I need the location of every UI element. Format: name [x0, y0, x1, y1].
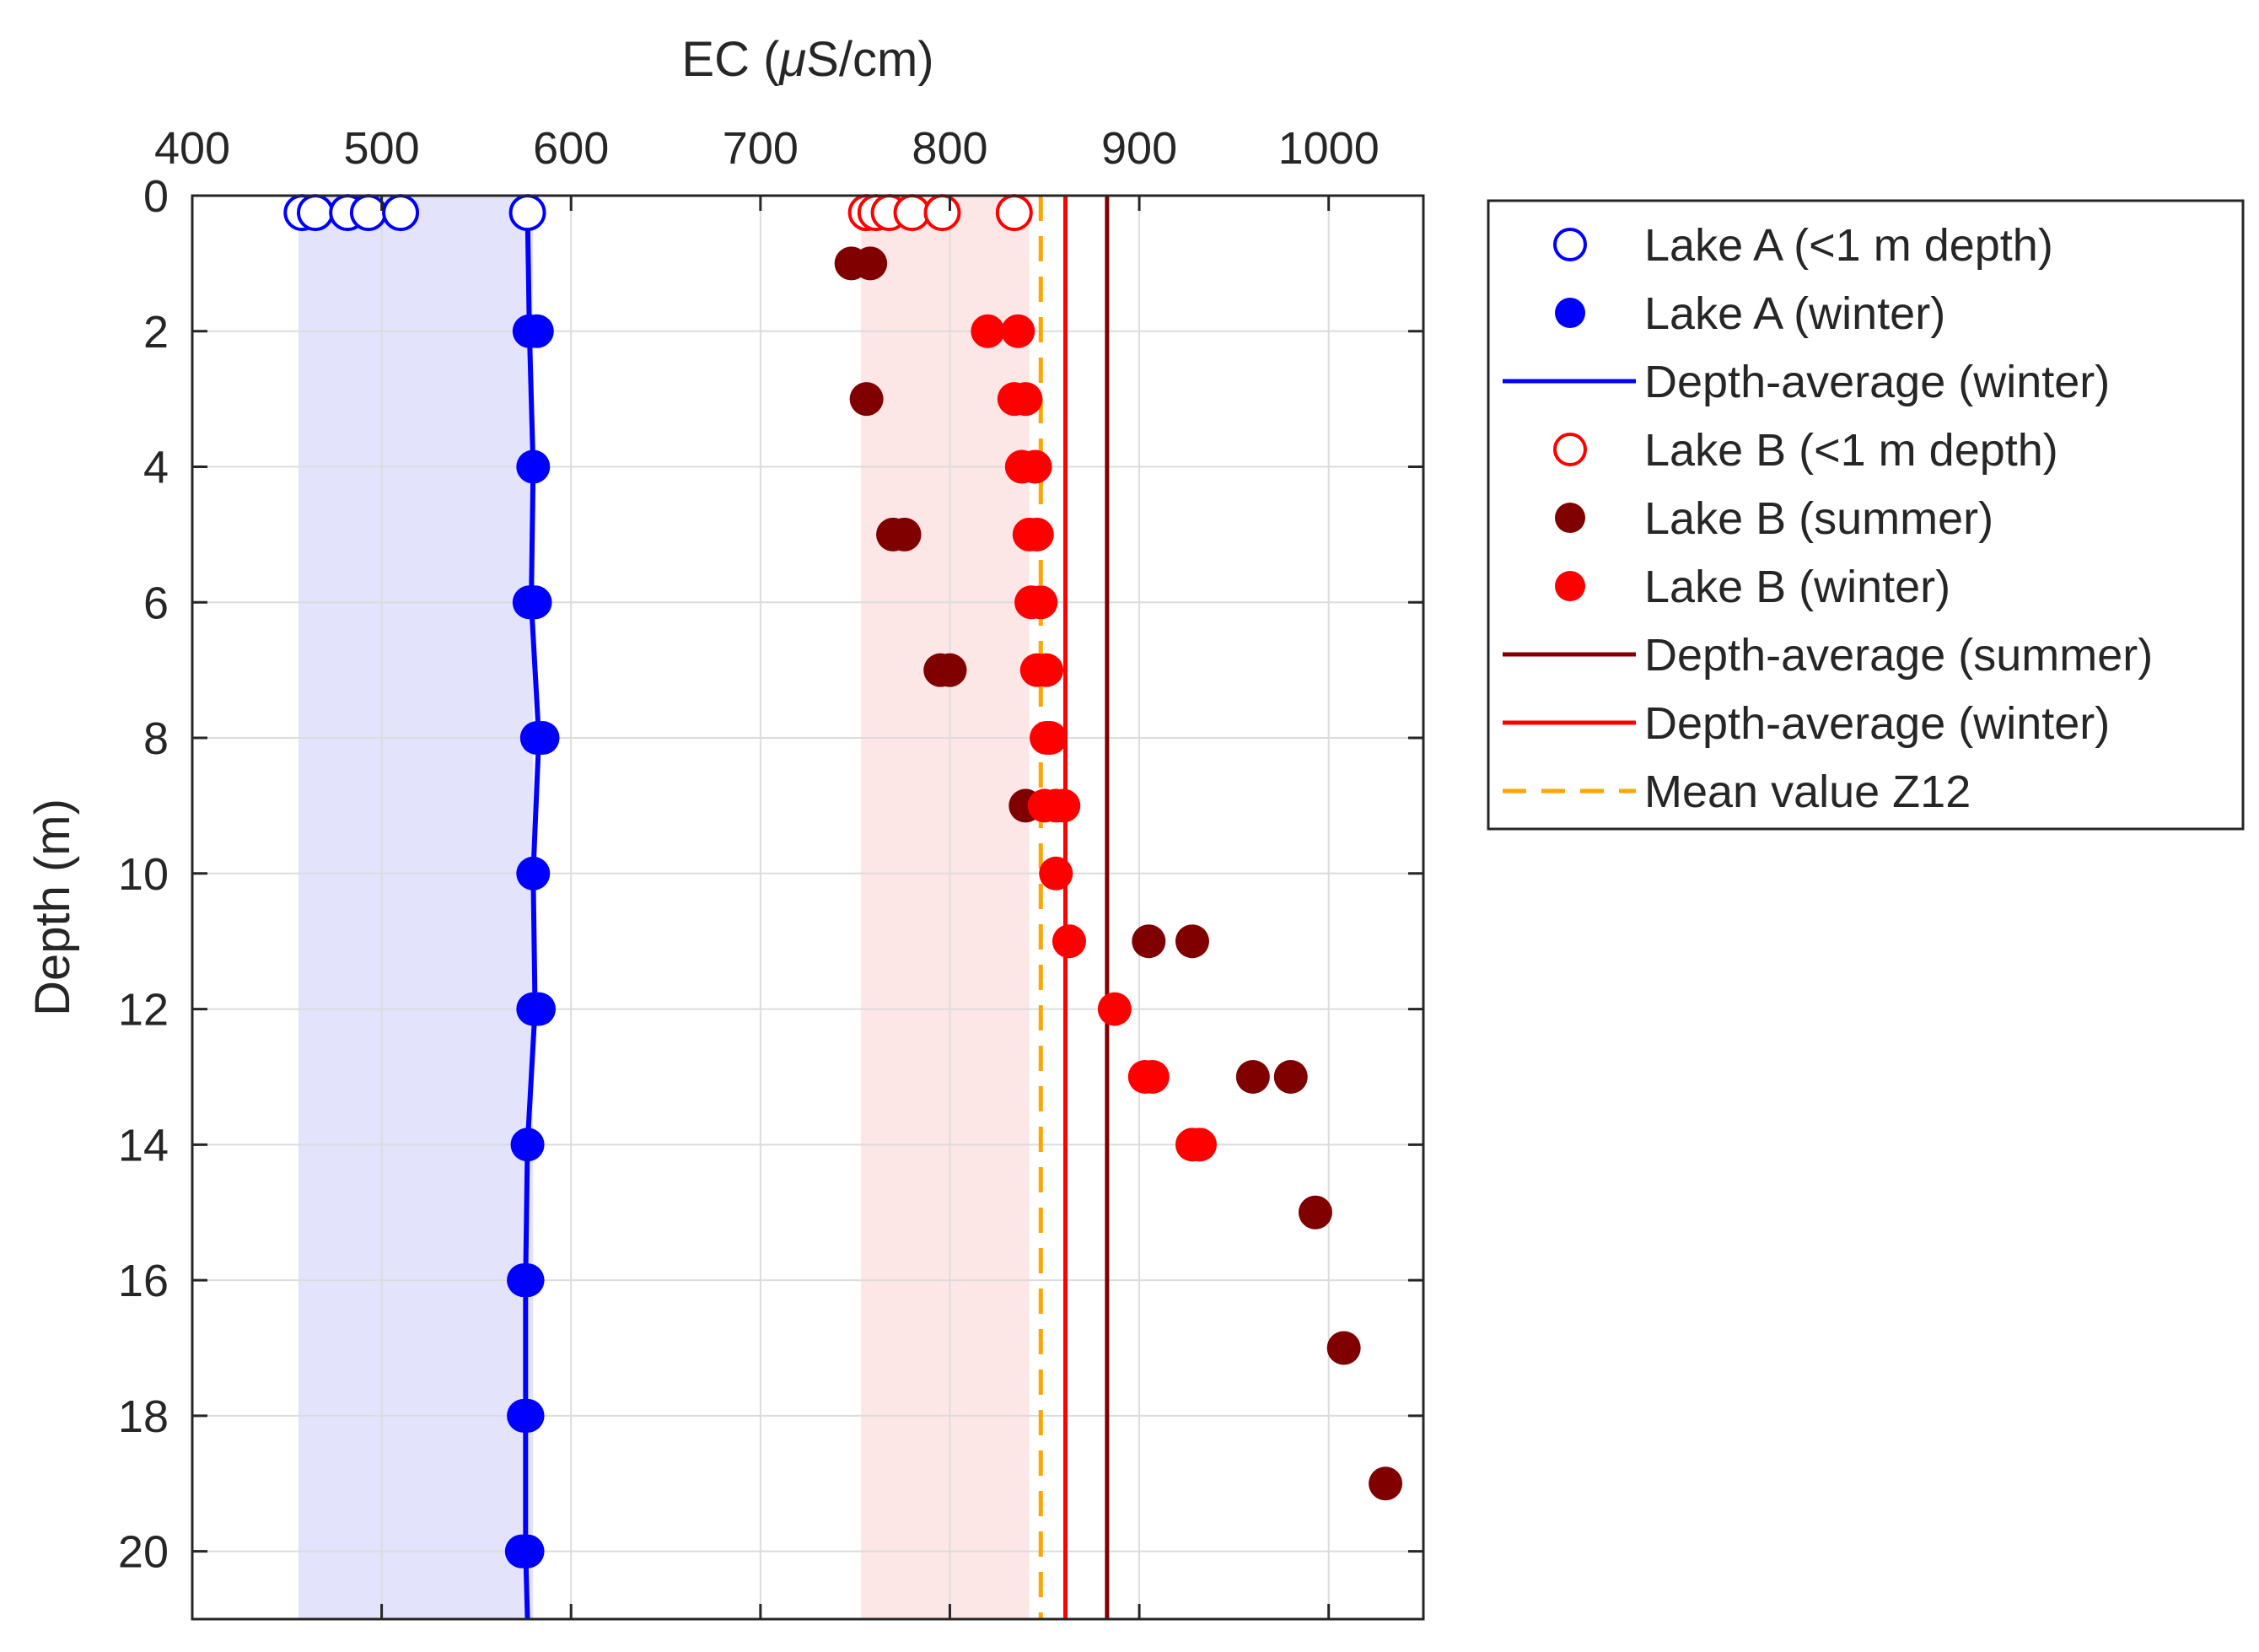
x-tick-label: 700 — [723, 123, 799, 174]
lake-b-summer-marker — [1132, 924, 1166, 959]
x-tick-label: 600 — [533, 123, 609, 174]
series-lines — [523, 196, 1110, 1620]
lake-b-1-m-depth-marker — [923, 194, 961, 232]
y-tick-label: 18 — [118, 1391, 169, 1442]
shaded-band-2 — [860, 196, 1030, 1619]
lake-a-winter-marker — [516, 856, 551, 891]
y-tick-label: 16 — [118, 1256, 169, 1306]
lake-b-summer-marker — [853, 246, 888, 281]
legend-symbol-lake-b-1-m-depth — [1553, 433, 1587, 466]
lake-b-1-m-depth-marker — [995, 194, 1033, 232]
lake-a-winter-marker — [510, 1534, 545, 1569]
x-axis-title: EC (μS/cm) — [681, 32, 933, 87]
lake-a-1-m-depth-marker — [382, 194, 420, 232]
y-tick-label: 0 — [143, 171, 169, 222]
lake-b-summer-marker — [1273, 1059, 1308, 1094]
lake-b-winter-marker — [1008, 382, 1043, 417]
lake-b-summer-marker — [1326, 1331, 1361, 1365]
lake-b-winter-marker — [1019, 517, 1054, 552]
legend-label-depth-average-winter: Depth-average (winter) — [1644, 357, 2110, 407]
axis-ticks: 400 500 600 700 800 900 1000 0 2 4 6 8 10 12 14 16 18 20 — [118, 123, 1423, 1619]
legend-label-depth-average-summer: Depth-average (summer) — [1644, 630, 2153, 681]
lake-b-winter-marker — [1024, 585, 1058, 620]
lake-b-winter-marker — [971, 314, 1005, 348]
x-tick-label: 400 — [154, 123, 230, 174]
lake-b-winter-marker — [1030, 653, 1064, 687]
lake-b-summer-marker — [933, 653, 967, 687]
legend-label-depth-average-winter: Depth-average (winter) — [1644, 698, 2110, 749]
lake-a-winter-marker — [519, 314, 554, 348]
lake-a-winter-marker — [522, 992, 557, 1026]
lake-b-summer-marker — [887, 517, 922, 552]
legend-label-lake-b-winter: Lake B (winter) — [1644, 562, 1950, 612]
plot-frame — [191, 194, 1425, 1621]
lake-a-1-m-depth-marker — [508, 194, 546, 232]
lake-b-winter-marker — [1135, 1059, 1170, 1094]
x-tick-label: 800 — [912, 123, 987, 174]
lake-b-summer-marker — [1175, 924, 1209, 959]
lake-a-winter-marker — [510, 1263, 545, 1298]
x-tick-label: 1000 — [1278, 123, 1380, 174]
y-tick-label: 20 — [118, 1527, 169, 1578]
lake-a-winter-marker — [510, 1398, 545, 1433]
lake-b-summer-marker — [1298, 1195, 1332, 1230]
series-markers — [283, 194, 1403, 1569]
lake-a-winter-marker — [518, 585, 552, 620]
lake-a-winter-marker — [525, 721, 560, 756]
y-tick-label: 8 — [143, 713, 169, 764]
lake-a-winter-marker — [510, 1127, 545, 1162]
lake-b-winter-marker — [1018, 449, 1052, 484]
y-tick-label: 6 — [143, 578, 169, 628]
lake-b-winter-marker — [1039, 856, 1073, 891]
lake-b-winter-marker — [1001, 314, 1035, 348]
y-axis-title: Depth (m) — [25, 799, 80, 1016]
legend-symbol-lake-b-summer — [1555, 503, 1585, 533]
legend-symbol-lake-a-1-m-depth — [1553, 228, 1587, 261]
x-tick-label: 900 — [1101, 123, 1177, 174]
y-tick-label: 4 — [143, 443, 169, 493]
legend-label-lake-a-1-m-depth: Lake A (<1 m depth) — [1644, 220, 2053, 271]
lake-a-winter-marker — [516, 449, 551, 484]
y-tick-label: 2 — [143, 307, 169, 358]
lake-a-1-m-depth-marker — [297, 194, 334, 232]
x-tick-label: 500 — [344, 123, 420, 174]
lake-b-summer-marker — [1369, 1466, 1403, 1501]
legend-symbol-lake-a-winter — [1555, 298, 1585, 328]
lake-a-1-m-depth-marker — [349, 194, 387, 232]
legend-label-mean-value-z12: Mean value Z12 — [1644, 767, 1971, 817]
lake-b-summer-marker — [1235, 1059, 1270, 1094]
legend-label-lake-b-1-m-depth: Lake B (<1 m depth) — [1644, 425, 2058, 476]
lake-b-winter-marker — [1033, 721, 1068, 756]
legend-label-lake-a-winter: Lake A (winter) — [1644, 288, 1945, 339]
shaded-bands — [298, 196, 1030, 1619]
legend: Lake A (<1 m depth) Lake A (winter) Depth-… — [1503, 220, 2153, 817]
lake-b-winter-marker — [1046, 788, 1081, 823]
y-tick-label: 14 — [118, 1120, 169, 1170]
lake-b-summer-marker — [849, 382, 884, 417]
lake-b-winter-marker — [1097, 992, 1132, 1026]
depth-average-winter-lake-a-line — [523, 213, 542, 1620]
legend-symbol-lake-b-winter — [1555, 571, 1585, 601]
shaded-band-1 — [298, 196, 534, 1619]
legend-label-lake-b-summer: Lake B (summer) — [1644, 493, 1993, 544]
lake-b-winter-marker — [1182, 1127, 1217, 1162]
y-tick-label: 12 — [118, 985, 169, 1036]
lake-b-winter-marker — [1052, 924, 1086, 959]
y-tick-label: 10 — [118, 849, 169, 900]
